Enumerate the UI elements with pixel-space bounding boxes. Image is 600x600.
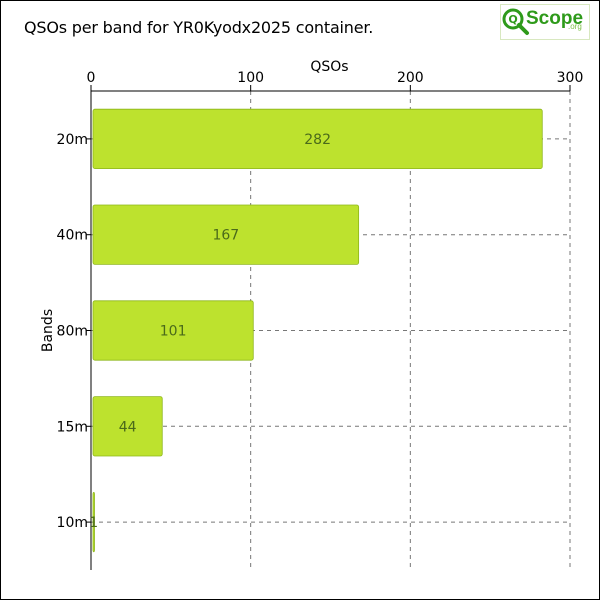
x-axis-label: QSOs	[310, 59, 348, 75]
y-tick-label: 15m	[57, 419, 88, 435]
chart-title: QSOs per band for YR0Kyodx2025 container…	[24, 18, 374, 37]
magnifier-icon: Q	[502, 8, 529, 35]
bar-value-label: 101	[160, 324, 187, 340]
y-tick-label: 80m	[57, 324, 88, 340]
logo-text: Scope	[526, 8, 584, 29]
bar	[92, 108, 543, 169]
bar	[92, 204, 360, 265]
x-tick-label: 100	[237, 70, 264, 86]
x-tick-label: 0	[87, 70, 96, 86]
x-tick-label: 200	[397, 70, 424, 86]
y-tick-label: 20m	[57, 132, 88, 148]
y-tick-label: 10m	[57, 515, 88, 531]
bar-value-label: 282	[304, 132, 331, 148]
y-axis-label: Bands	[40, 309, 56, 352]
bar	[92, 492, 95, 553]
axes	[86, 85, 571, 570]
labels: 282 167 101 44 1 0 100 200 300 20m 40m 80m 15m 10m QSO…	[40, 59, 583, 531]
x-tick-label: 300	[557, 70, 584, 86]
y-tick-label: 40m	[57, 228, 88, 244]
logo-suffix: .org	[568, 22, 582, 31]
bar-value-label: 44	[119, 419, 137, 435]
bar	[92, 396, 163, 457]
svg-text:Q: Q	[508, 13, 517, 26]
bar-value-label: 1	[89, 515, 98, 531]
qscope-logo: Q Scope .org	[500, 4, 590, 40]
bar-value-label: 167	[212, 228, 239, 244]
bars	[92, 108, 543, 553]
bar	[92, 300, 254, 361]
